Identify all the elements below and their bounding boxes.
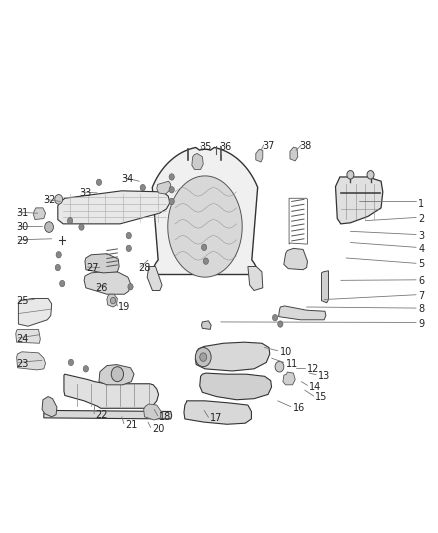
Text: 16: 16: [293, 403, 305, 413]
Polygon shape: [33, 208, 46, 220]
Text: 26: 26: [95, 283, 108, 293]
Polygon shape: [147, 266, 162, 290]
Text: 10: 10: [280, 347, 293, 357]
Text: 3: 3: [418, 231, 424, 240]
Circle shape: [67, 217, 73, 224]
Circle shape: [111, 367, 124, 382]
Text: 34: 34: [122, 174, 134, 183]
Polygon shape: [200, 373, 272, 400]
Polygon shape: [279, 306, 326, 320]
Text: 18: 18: [159, 412, 171, 422]
Text: 11: 11: [286, 359, 298, 368]
Text: 21: 21: [125, 420, 138, 430]
Text: 1: 1: [418, 199, 424, 208]
Text: 13: 13: [318, 371, 330, 381]
Polygon shape: [85, 254, 119, 273]
Polygon shape: [64, 374, 159, 408]
Text: 4: 4: [418, 244, 424, 254]
Circle shape: [110, 297, 116, 304]
Circle shape: [96, 179, 102, 185]
Polygon shape: [107, 294, 117, 307]
Circle shape: [195, 348, 211, 367]
Polygon shape: [284, 248, 307, 270]
Circle shape: [201, 244, 207, 251]
Text: 12: 12: [307, 364, 319, 374]
Polygon shape: [16, 329, 40, 343]
Polygon shape: [184, 401, 251, 424]
Circle shape: [128, 284, 133, 290]
Circle shape: [203, 258, 208, 264]
Polygon shape: [152, 148, 258, 274]
Text: 22: 22: [95, 410, 108, 419]
Circle shape: [169, 174, 174, 180]
Text: 32: 32: [44, 196, 56, 205]
Polygon shape: [157, 181, 171, 194]
Text: 5: 5: [418, 260, 424, 269]
Polygon shape: [17, 352, 46, 370]
Polygon shape: [84, 272, 131, 294]
Circle shape: [83, 366, 88, 372]
Text: 27: 27: [86, 263, 99, 273]
Polygon shape: [248, 266, 263, 290]
Circle shape: [55, 264, 60, 271]
Text: 24: 24: [17, 334, 29, 344]
Circle shape: [169, 198, 174, 205]
Text: 20: 20: [152, 424, 165, 433]
Text: 9: 9: [418, 319, 424, 328]
Circle shape: [126, 232, 131, 239]
Circle shape: [45, 222, 53, 232]
Circle shape: [275, 361, 284, 372]
Text: 8: 8: [418, 304, 424, 314]
Polygon shape: [44, 410, 172, 419]
Text: 6: 6: [418, 277, 424, 286]
Circle shape: [200, 353, 207, 361]
Text: 25: 25: [17, 296, 29, 306]
Circle shape: [55, 195, 63, 204]
Text: 14: 14: [309, 382, 321, 392]
Polygon shape: [18, 298, 52, 326]
Circle shape: [367, 171, 374, 179]
Circle shape: [169, 187, 174, 193]
Polygon shape: [290, 147, 298, 161]
Polygon shape: [195, 342, 270, 371]
Circle shape: [79, 224, 84, 230]
Text: 19: 19: [118, 302, 131, 312]
Text: 36: 36: [219, 142, 231, 152]
Text: 7: 7: [418, 291, 424, 301]
Circle shape: [140, 184, 145, 191]
Circle shape: [272, 314, 278, 321]
Text: 17: 17: [210, 414, 223, 423]
Text: 37: 37: [262, 141, 274, 151]
Polygon shape: [99, 365, 134, 385]
Polygon shape: [283, 372, 295, 385]
Polygon shape: [256, 149, 263, 162]
Polygon shape: [168, 176, 242, 277]
Polygon shape: [42, 397, 57, 417]
Text: 30: 30: [17, 222, 29, 232]
Circle shape: [56, 252, 61, 258]
Polygon shape: [144, 404, 161, 420]
Text: 33: 33: [80, 188, 92, 198]
Text: 31: 31: [17, 208, 29, 218]
Circle shape: [68, 359, 74, 366]
Circle shape: [278, 321, 283, 327]
Text: 29: 29: [17, 236, 29, 246]
Text: 38: 38: [300, 141, 312, 151]
Circle shape: [126, 245, 131, 252]
Polygon shape: [192, 154, 203, 169]
Polygon shape: [58, 191, 170, 224]
Circle shape: [60, 280, 65, 287]
Polygon shape: [321, 271, 328, 303]
Text: 23: 23: [17, 359, 29, 368]
Text: 35: 35: [199, 142, 212, 152]
Text: 2: 2: [418, 214, 424, 223]
Text: 28: 28: [138, 263, 151, 273]
Text: 15: 15: [315, 392, 328, 402]
Polygon shape: [201, 321, 211, 329]
Polygon shape: [336, 177, 383, 224]
Circle shape: [347, 171, 354, 179]
